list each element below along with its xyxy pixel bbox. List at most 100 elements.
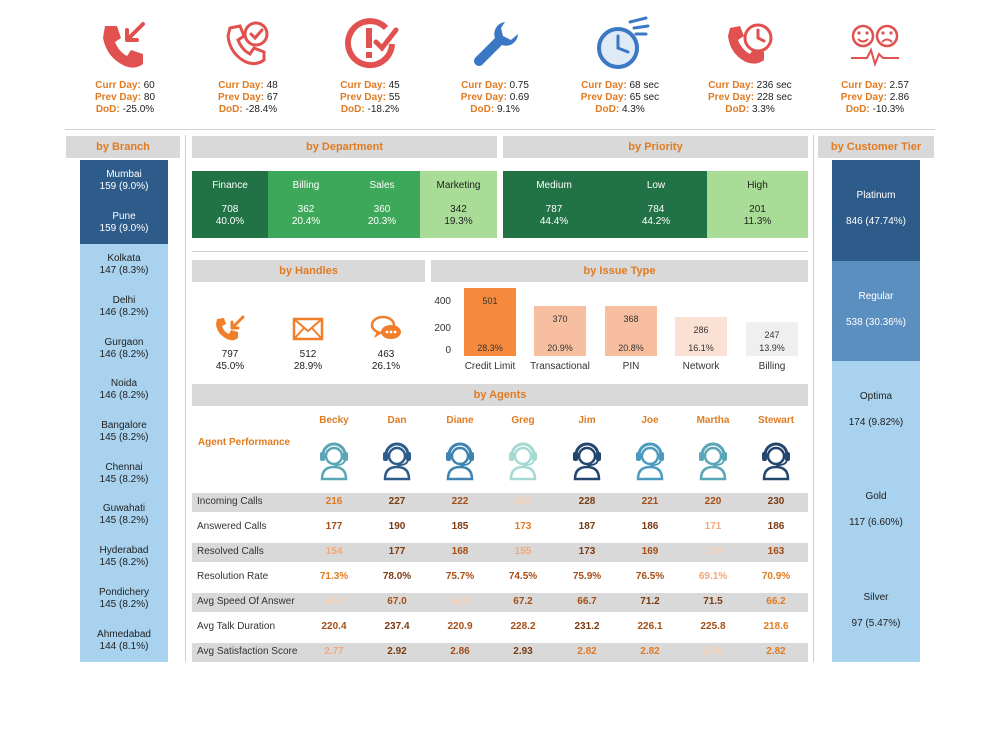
issue-bar[interactable] [605, 306, 657, 356]
dod-value: -28.4% [245, 104, 278, 115]
issue-bar[interactable] [675, 317, 727, 356]
handle-chat[interactable]: 463 26.1% [356, 313, 416, 373]
curr-value: 0.75 [509, 80, 529, 91]
dod-value: 3.3% [751, 104, 775, 115]
metric-value: 220.4 [321, 621, 347, 632]
handle-phone[interactable]: 797 45.0% [200, 313, 260, 373]
agent-headset-icon[interactable] [440, 437, 480, 481]
branch-item[interactable]: Ahmedabad 144 (8.1%) [80, 620, 168, 662]
wrench-icon [474, 22, 518, 66]
curr-value: 48 [266, 80, 278, 91]
branch-item[interactable]: Chennai 145 (8.2%) [80, 453, 168, 494]
issue-bar[interactable] [464, 288, 516, 356]
metric-value: 228 [578, 496, 596, 507]
department-name: Finance [212, 180, 248, 191]
department-cell[interactable]: Finance 708 40.0% [192, 171, 268, 238]
dod-label: DoD: [845, 104, 870, 115]
metric-value: 173 [578, 546, 596, 557]
prev-value: 0.69 [509, 92, 530, 103]
x-category-label: Credit Limit [464, 361, 516, 372]
metric-row: Avg Satisfaction Score 2.77 2.92 2.86 2.93 2.… [192, 643, 808, 662]
metric-label: Avg Talk Duration [197, 621, 276, 632]
metric-value: 2.86 [450, 646, 470, 657]
kpi-answered: Curr Day: 48 Prev Day: 67 DoD: -28.4% [183, 14, 313, 116]
metric-value: 226.1 [637, 621, 663, 632]
branch-name: Pondichery [98, 587, 150, 598]
metric-value: 185 [451, 521, 469, 532]
branch-name: Bangalore [101, 420, 147, 431]
agent-headset-icon[interactable] [630, 437, 670, 481]
metric-value: 2.82 [577, 646, 597, 657]
department-pct: 20.4% [291, 216, 321, 227]
department-cell[interactable]: Marketing 342 19.3% [420, 171, 497, 238]
metric-value: 64.4 [324, 596, 344, 607]
branch-item[interactable]: Gurgaon 146 (8.2%) [80, 328, 168, 369]
issue-bar[interactable] [534, 306, 586, 356]
prev-label: Prev Day: [339, 92, 387, 103]
agent-name: Diane [446, 415, 474, 426]
branch-item[interactable]: Pondichery 145 (8.2%) [80, 578, 168, 620]
phone-icon [216, 315, 245, 341]
tier-item[interactable]: Gold 117 (6.60%) [832, 461, 920, 562]
incoming-call-icon [103, 22, 145, 68]
tier-value: 97 (5.47%) [851, 618, 901, 629]
department-cell[interactable]: Billing 362 20.4% [268, 171, 344, 238]
curr-value: 68 sec [629, 80, 659, 91]
agent-name: Greg [511, 415, 535, 426]
branch-item[interactable]: Hyderabad 145 (8.2%) [80, 536, 168, 578]
issue-bar[interactable] [746, 322, 798, 356]
branch-item[interactable]: Mumbai 159 (9.0%) [80, 160, 168, 202]
branch-item[interactable]: Kolkata 147 (8.3%) [80, 244, 168, 286]
department-cell[interactable]: Sales 360 20.3% [344, 171, 420, 238]
agent-performance-title: Agent Performance [197, 437, 291, 448]
branch-item[interactable]: Pune 159 (9.0%) [80, 202, 168, 244]
dod-label: DoD: [95, 104, 120, 115]
agent-headset-icon[interactable] [503, 437, 543, 481]
tier-item[interactable]: Platinum 846 (47.74%) [832, 160, 920, 261]
priority-name: Medium [536, 180, 572, 191]
metric-value: 2.82 [766, 646, 786, 657]
tier-value: 174 (9.82%) [848, 417, 904, 428]
dod-label: DoD: [725, 104, 750, 115]
priority-name: High [747, 180, 768, 191]
tier-name: Silver [863, 592, 889, 603]
kpi-talk: Curr Day: 236 sec Prev Day: 228 sec DoD:… [685, 14, 815, 116]
agent-headset-icon[interactable] [567, 437, 607, 481]
metric-label: Resolution Rate [197, 571, 269, 582]
metric-value: 163 [767, 546, 785, 557]
department-count: 708 [221, 204, 239, 215]
branch-value: 146 (8.2%) [99, 390, 149, 401]
branch-item[interactable]: Delhi 146 (8.2%) [80, 286, 168, 328]
priority-cell[interactable]: Medium 787 44.4% [503, 171, 605, 238]
metric-value: 150 [704, 546, 722, 557]
priority-cell[interactable]: Low 784 44.2% [605, 171, 707, 238]
priority-cell[interactable]: High 201 11.3% [707, 171, 808, 238]
section-divider [192, 251, 808, 252]
agent-headset-icon[interactable] [377, 437, 417, 481]
branch-item[interactable]: Bangalore 145 (8.2%) [80, 411, 168, 453]
tier-item[interactable]: Silver 97 (5.47%) [832, 562, 920, 662]
priority-name: Low [646, 180, 666, 191]
kpi-speed: Curr Day: 68 sec Prev Day: 65 sec DoD: 4… [555, 14, 685, 116]
prev-value: 80 [143, 92, 156, 103]
kpi-resolved: Curr Day: 45 Prev Day: 55 DoD: -18.2% [305, 14, 435, 116]
priority-count: 787 [545, 204, 563, 215]
branch-item[interactable]: Noida 146 (8.2%) [80, 369, 168, 411]
department-name: Billing [292, 180, 320, 191]
agent-headset-icon[interactable] [693, 437, 733, 481]
bar-percent-label: 16.1% [688, 343, 714, 353]
metric-value: 190 [388, 521, 406, 532]
prev-label: Prev Day: [840, 92, 887, 103]
branch-value: 145 (8.2%) [99, 557, 149, 568]
priority-count: 784 [647, 204, 665, 215]
handle-email[interactable]: 512 28.9% [278, 313, 338, 373]
metric-value: 155 [514, 546, 532, 557]
tier-item[interactable]: Optima 174 (9.82%) [832, 361, 920, 461]
branch-item[interactable]: Guwahati 145 (8.2%) [80, 494, 168, 536]
tier-item[interactable]: Regular 538 (30.36%) [832, 261, 920, 361]
metric-value: 186 [641, 521, 659, 532]
agent-headset-icon[interactable] [314, 437, 354, 481]
agent-headset-icon[interactable] [756, 437, 796, 481]
metric-row: Avg Speed Of Answer 64.4 67.0 63.0 67.2 66.7 7… [192, 593, 808, 612]
tier-name: Platinum [856, 190, 896, 201]
